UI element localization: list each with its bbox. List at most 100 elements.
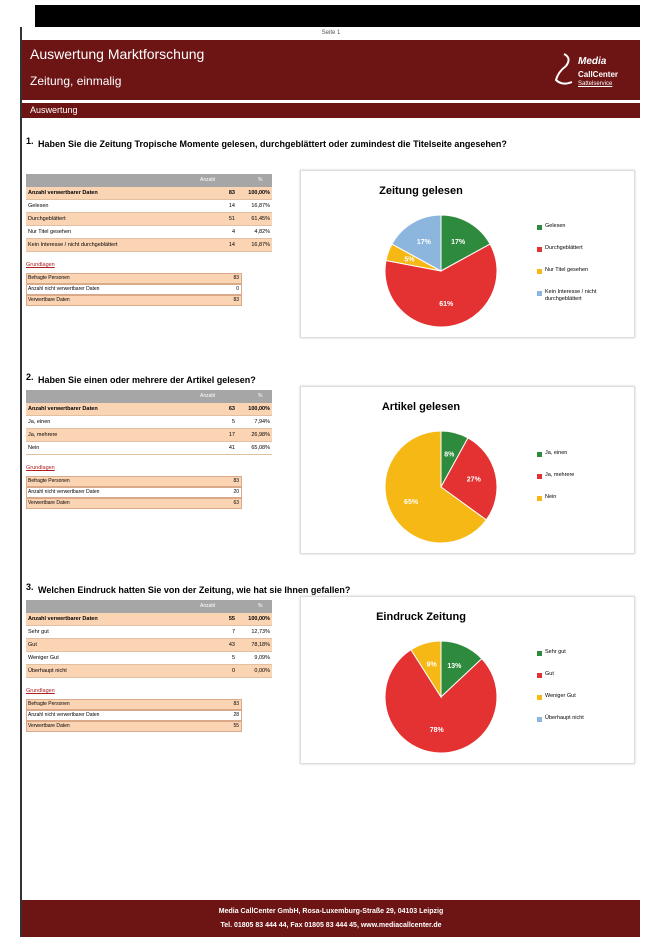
basis-label: Befragte Personen bbox=[28, 478, 70, 484]
row-percent: 100,00% bbox=[248, 616, 270, 622]
legend-swatch bbox=[537, 474, 542, 479]
logo-text: Media bbox=[578, 56, 607, 67]
row-label: Nur Titel gesehen bbox=[28, 229, 72, 235]
row-percent: 16,87% bbox=[251, 242, 270, 248]
chart-title: Eindruck Zeitung bbox=[376, 611, 466, 623]
question-text: Haben Sie einen oder mehrere der Artikel… bbox=[38, 375, 256, 385]
basis-label: Anzahl nicht verwertbarer Daten bbox=[28, 712, 100, 718]
row-count: 14 bbox=[228, 203, 235, 209]
basis-value: 83 bbox=[233, 478, 239, 484]
row-percent: 61,45% bbox=[251, 216, 270, 222]
row-percent: 78,18% bbox=[251, 642, 270, 648]
basis-row bbox=[26, 476, 242, 487]
legend-swatch bbox=[537, 291, 542, 296]
row-percent: 0,00% bbox=[254, 668, 270, 674]
slice-label: 61% bbox=[439, 301, 454, 308]
slice-label: 17% bbox=[417, 239, 432, 246]
row-percent: 12,73% bbox=[251, 629, 270, 635]
basis-label: Verwertbare Daten bbox=[28, 500, 70, 506]
question-number: 1. bbox=[26, 136, 34, 146]
pie-chart: 17% 61% 5% 17% bbox=[384, 214, 542, 328]
slice-label: 27% bbox=[467, 477, 482, 484]
legend-swatch bbox=[537, 717, 542, 722]
row-label: Anzahl verwertbarer Daten bbox=[28, 406, 98, 412]
legend-label: Durchgeblättert bbox=[545, 245, 583, 251]
row-label: Ja, einen bbox=[28, 419, 51, 425]
row-percent: 4,82% bbox=[254, 229, 270, 235]
legend-label: Nein bbox=[545, 494, 557, 500]
pie-slice bbox=[384, 649, 498, 754]
table-header bbox=[26, 600, 272, 613]
row-label: Überhaupt nicht bbox=[28, 668, 67, 674]
row-percent: 100,00% bbox=[248, 190, 270, 196]
row-percent: 16,87% bbox=[251, 203, 270, 209]
legend-label: Gut bbox=[545, 671, 554, 677]
basis-row bbox=[26, 710, 242, 721]
pie-slice bbox=[440, 437, 498, 521]
row-count: 43 bbox=[228, 642, 235, 648]
table-row bbox=[26, 665, 272, 678]
slice-label: 13% bbox=[447, 663, 462, 670]
legend-swatch bbox=[537, 673, 542, 678]
basis-label: Befragte Personen bbox=[28, 275, 70, 281]
slice-label: 9% bbox=[427, 662, 438, 669]
basis-value: 0 bbox=[236, 286, 239, 292]
legend-label: Überhaupt nicht bbox=[545, 715, 584, 721]
row-percent: 26,98% bbox=[251, 432, 270, 438]
legend-label: Nur Titel gesehen bbox=[545, 267, 589, 273]
table-row bbox=[26, 403, 272, 416]
section-bar: Auswertung bbox=[22, 103, 640, 118]
legend-label: Ja, mehrere bbox=[545, 472, 575, 478]
row-count: 63 bbox=[228, 406, 235, 412]
legend-swatch bbox=[537, 225, 542, 230]
row-percent: 7,94% bbox=[254, 419, 270, 425]
row-count: 55 bbox=[228, 616, 235, 622]
table-row bbox=[26, 429, 272, 442]
row-count: 4 bbox=[231, 229, 235, 235]
legend-label: Ja, einen bbox=[545, 450, 568, 456]
row-label: Durchgeblättert bbox=[28, 216, 66, 222]
row-count: 14 bbox=[228, 242, 235, 248]
column-header: Anzahl bbox=[200, 177, 216, 183]
pie-slice bbox=[384, 243, 498, 328]
table-row bbox=[26, 613, 272, 626]
chart-box: Eindruck Zeitung 13% 78% 9% Sehr gut Gut Wenig… bbox=[300, 596, 635, 764]
row-percent: 100,00% bbox=[248, 406, 270, 412]
legend-swatch bbox=[537, 269, 542, 274]
table-row bbox=[26, 239, 272, 252]
column-header: % bbox=[258, 603, 263, 609]
row-percent: 9,09% bbox=[254, 655, 270, 661]
legend-label: Gelesen bbox=[545, 223, 566, 229]
column-header: Anzahl bbox=[200, 603, 216, 609]
basis-title: Grundlagen bbox=[26, 465, 55, 471]
legend-swatch bbox=[537, 651, 542, 656]
basis-row bbox=[26, 498, 242, 509]
row-count: 51 bbox=[228, 216, 235, 222]
row-count: 83 bbox=[228, 190, 235, 196]
row-label: Weniger Gut bbox=[28, 655, 59, 661]
header bbox=[22, 40, 640, 100]
basis-label: Anzahl nicht verwertbarer Daten bbox=[28, 286, 100, 292]
table-row bbox=[26, 639, 272, 652]
row-label: Sehr gut bbox=[28, 629, 49, 635]
table-row bbox=[26, 416, 272, 429]
basis-label: Verwertbare Daten bbox=[28, 297, 70, 303]
table-row bbox=[26, 652, 272, 665]
legend-label: Sehr gut bbox=[545, 649, 566, 655]
table-row bbox=[26, 213, 272, 226]
logo-text: Sattelservice bbox=[578, 81, 613, 87]
slice-label: 78% bbox=[430, 727, 445, 734]
footer-text: Tel. 01805 83 444 44, Fax 01805 83 444 4… bbox=[220, 922, 442, 929]
basis-row bbox=[26, 487, 242, 498]
basis-value: 83 bbox=[233, 297, 239, 303]
table-row bbox=[26, 442, 272, 455]
pie-slice bbox=[410, 640, 442, 699]
table-header bbox=[26, 390, 272, 403]
row-count: 41 bbox=[228, 445, 235, 451]
table-row bbox=[26, 187, 272, 200]
row-count: 7 bbox=[231, 629, 235, 635]
column-header: % bbox=[258, 393, 263, 399]
basis-row bbox=[26, 295, 242, 306]
slice-label: 5% bbox=[404, 256, 415, 263]
